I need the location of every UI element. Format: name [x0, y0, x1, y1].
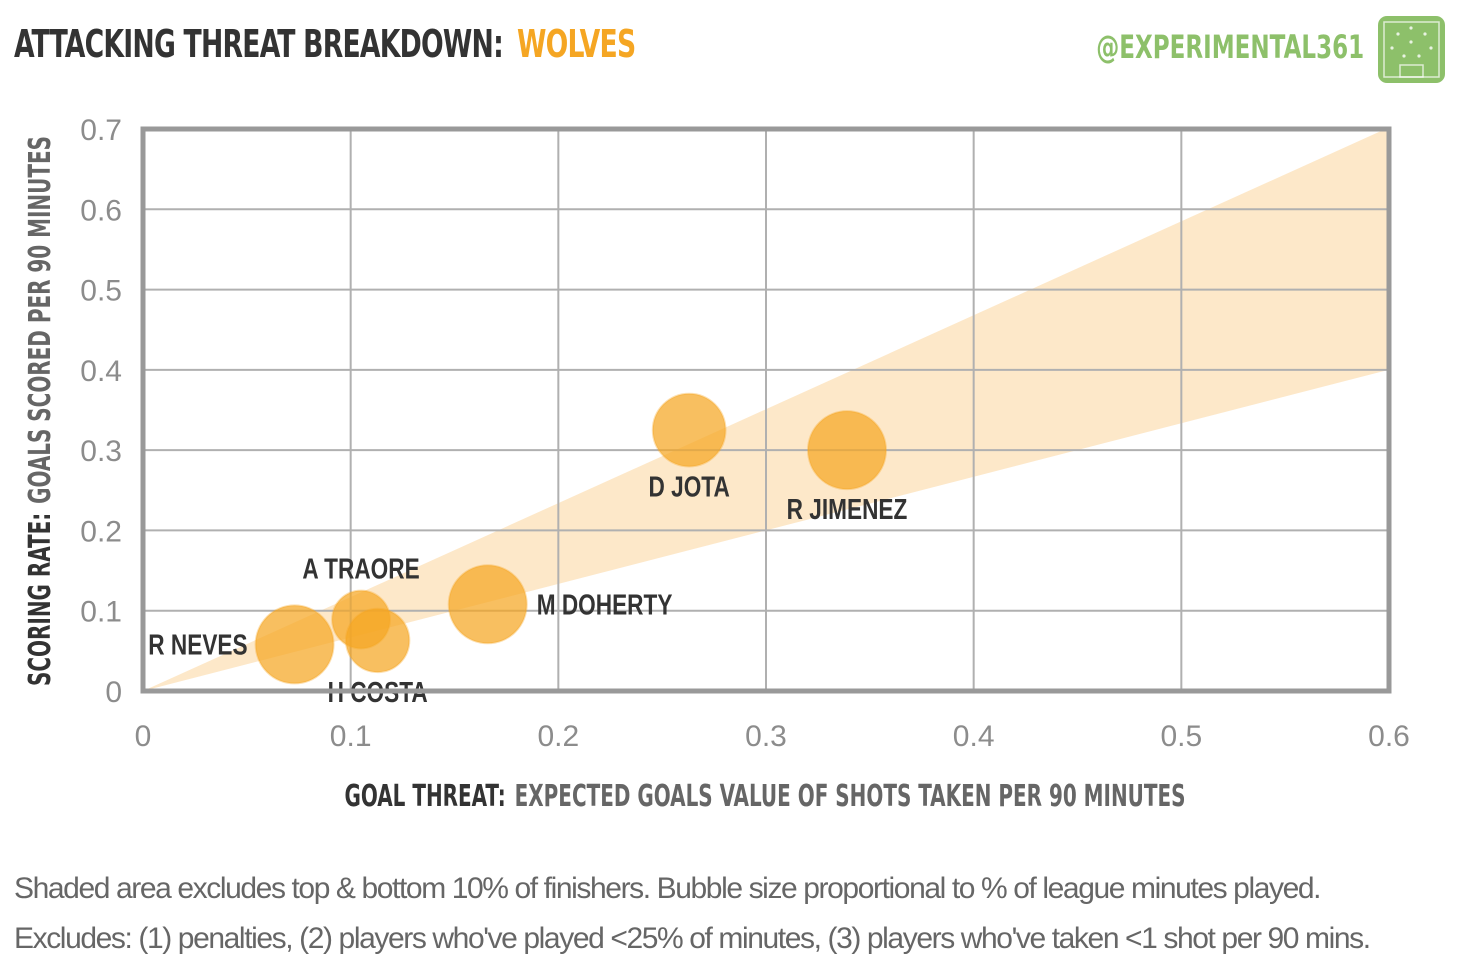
- point-label: D JOTA: [649, 470, 730, 503]
- y-tick-label: 0.7: [80, 114, 122, 147]
- y-tick-label: 0: [105, 676, 122, 709]
- point-label: M DOHERTY: [537, 588, 673, 621]
- x-tick-label: 0.1: [330, 720, 372, 753]
- y-tick-label: 0.3: [80, 435, 122, 468]
- x-tick-label: 0.4: [953, 720, 995, 753]
- footnote: Shaded area excludes top & bottom 10% of…: [14, 864, 1371, 964]
- y-tick-label: 0.2: [80, 515, 122, 548]
- x-tick-label: 0.6: [1368, 720, 1410, 753]
- bubble-d-jota: [651, 392, 727, 468]
- y-tick-label: 0.1: [80, 596, 122, 629]
- x-tick-label: 0.2: [537, 720, 579, 753]
- author-handle: @EXPERIMENTAL361: [1096, 28, 1364, 66]
- footnote-line-2: Excludes: (1) penalties, (2) players who…: [14, 922, 1371, 955]
- y-axis-label-rest: GOALS SCORED PER 90 MINUTES: [24, 136, 58, 504]
- chart-title: ATTACKING THREAT BREAKDOWN: WOLVES: [14, 22, 636, 66]
- bubble-h-costa: [344, 607, 411, 674]
- title-main: ATTACKING THREAT BREAKDOWN:: [14, 22, 504, 66]
- x-tick-label: 0.3: [745, 720, 787, 753]
- point-label: R JIMENEZ: [787, 492, 908, 525]
- bubble-r-neves: [254, 604, 335, 685]
- y-axis-label: SCORING RATE: GOALS SCORED PER 90 MINUTES: [24, 136, 58, 686]
- y-axis-label-bold: SCORING RATE:: [24, 513, 58, 686]
- pitch-logo-icon: [1378, 16, 1445, 83]
- point-label: A TRAORE: [302, 552, 419, 585]
- y-tick-label: 0.4: [80, 355, 122, 388]
- bubble-m-doherty: [447, 564, 528, 645]
- x-tick-label: 0.5: [1160, 720, 1202, 753]
- point-label: R NEVES: [148, 628, 247, 661]
- x-axis-label-rest: EXPECTED GOALS VALUE OF SHOTS TAKEN PER …: [515, 780, 1186, 814]
- x-tick-label: 0: [135, 720, 152, 753]
- y-tick-label: 0.5: [80, 275, 122, 308]
- x-axis-label: GOAL THREAT: EXPECTED GOALS VALUE OF SHOT…: [344, 780, 1185, 814]
- title-team: WOLVES: [517, 22, 636, 66]
- footnote-line-1: Shaded area excludes top & bottom 10% of…: [14, 872, 1322, 905]
- bubble-r-jimenez: [806, 410, 887, 491]
- x-axis-label-bold: GOAL THREAT:: [344, 780, 505, 814]
- plot-frame: [140, 126, 1392, 694]
- y-tick-label: 0.6: [80, 194, 122, 227]
